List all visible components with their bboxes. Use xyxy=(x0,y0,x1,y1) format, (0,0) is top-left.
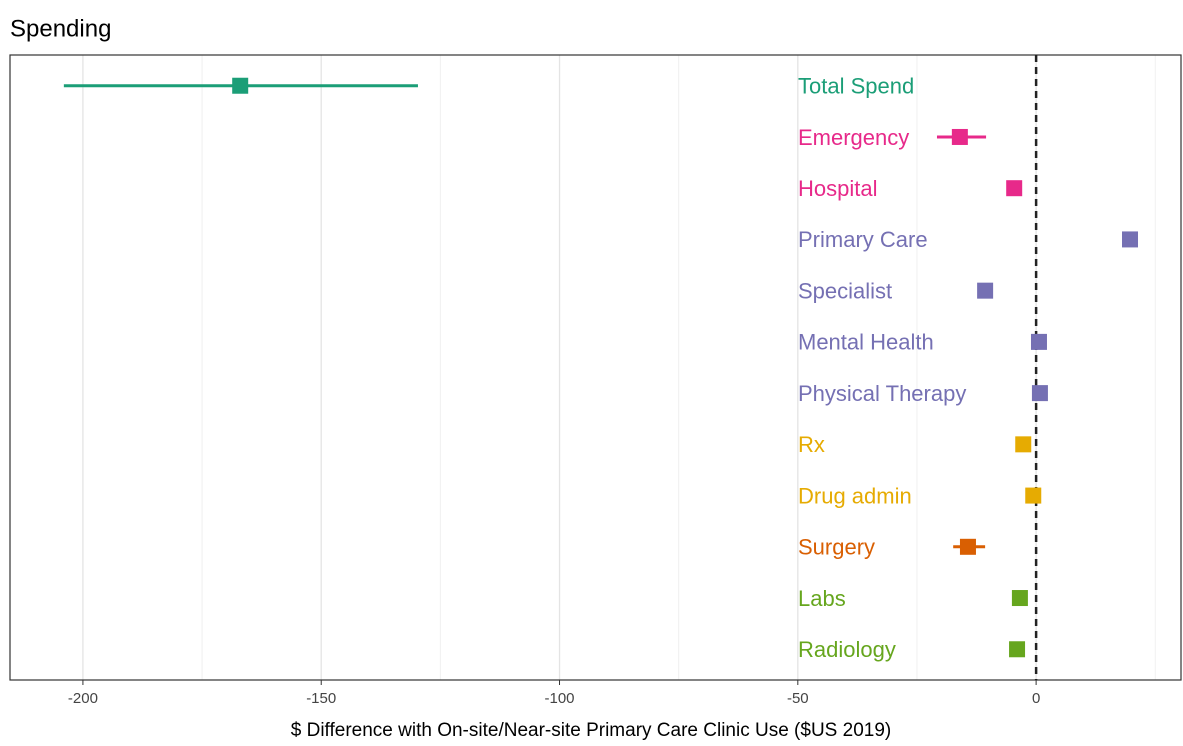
point xyxy=(1015,436,1032,453)
category-label: Primary Care xyxy=(798,227,928,252)
point xyxy=(1011,590,1028,607)
category-label: Total Spend xyxy=(798,74,914,99)
point xyxy=(1006,180,1023,197)
category-label: Physical Therapy xyxy=(798,381,966,406)
point xyxy=(1030,333,1047,350)
x-tick-label: -150 xyxy=(306,690,336,707)
point xyxy=(1025,487,1042,504)
point xyxy=(959,538,976,555)
point xyxy=(232,77,249,94)
panel-border xyxy=(9,54,1182,681)
point xyxy=(1031,385,1048,402)
x-tick-label: -100 xyxy=(545,690,575,707)
category-label: Labs xyxy=(798,586,846,611)
category-label: Drug admin xyxy=(798,483,912,508)
x-tick-label: -200 xyxy=(68,690,98,707)
point xyxy=(1122,231,1139,248)
point xyxy=(1009,641,1026,658)
category-label: Radiology xyxy=(798,637,896,662)
chart-title: Spending xyxy=(10,15,111,42)
x-tick-label: -50 xyxy=(787,690,809,707)
x-axis-label: $ Difference with On-site/Near-site Prim… xyxy=(291,720,891,741)
category-label: Mental Health xyxy=(798,330,934,355)
point xyxy=(951,128,968,145)
point xyxy=(977,282,994,299)
category-label: Surgery xyxy=(798,535,875,560)
x-tick-label: 0 xyxy=(1032,690,1040,707)
category-label: Specialist xyxy=(798,278,892,303)
category-label: Rx xyxy=(798,432,825,457)
category-label: Emergency xyxy=(798,125,909,150)
category-label: Hospital xyxy=(798,176,877,201)
